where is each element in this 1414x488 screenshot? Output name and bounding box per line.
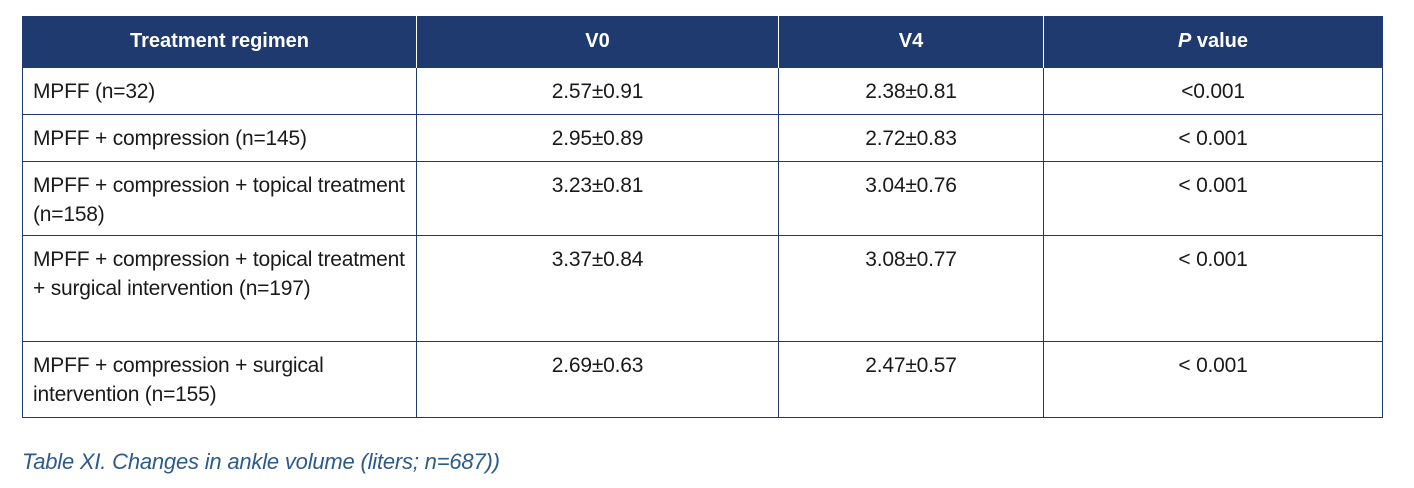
header-p-value: P value [1043, 16, 1383, 68]
v0-cell: 3.23±0.81 [416, 161, 779, 236]
table-row: MPFF + compression + surgical interventi… [22, 341, 1383, 418]
table-row: MPFF + compression (n=145) 2.95±0.89 2.7… [22, 114, 1383, 162]
v4-cell: 2.38±0.81 [778, 67, 1044, 115]
table-row: MPFF (n=32) 2.57±0.91 2.38±0.81 <0.001 [22, 67, 1383, 115]
table-row: MPFF + compression + topical treatment +… [22, 235, 1383, 342]
regimen-cell: MPFF + compression + topical treatment +… [22, 235, 417, 342]
v4-cell: 3.04±0.76 [778, 161, 1044, 236]
regimen-cell: MPFF + compression + surgical interventi… [22, 341, 417, 418]
header-p-letter: P [1177, 30, 1192, 52]
header-treatment-regimen: Treatment regimen [22, 16, 417, 68]
v0-cell: 3.37±0.84 [416, 235, 779, 342]
header-v0: V0 [416, 16, 779, 68]
regimen-cell: MPFF (n=32) [22, 67, 417, 115]
p-value-cell: < 0.001 [1043, 341, 1383, 418]
regimen-cell: MPFF + compression (n=145) [22, 114, 417, 162]
v4-cell: 2.72±0.83 [778, 114, 1044, 162]
regimen-cell: MPFF + compression + topical treatment (… [22, 161, 417, 236]
v0-cell: 2.95±0.89 [416, 114, 779, 162]
header-p-rest: value [1191, 30, 1249, 52]
p-value-cell: < 0.001 [1043, 161, 1383, 236]
v4-cell: 2.47±0.57 [778, 341, 1044, 418]
table-caption: Table XI. Changes in ankle volume (liter… [22, 449, 500, 474]
v0-cell: 2.57±0.91 [416, 67, 779, 115]
header-v4: V4 [778, 16, 1044, 68]
p-value-cell: < 0.001 [1043, 114, 1383, 162]
p-value-cell: <0.001 [1043, 67, 1383, 115]
v4-cell: 3.08±0.77 [778, 235, 1044, 342]
p-value-cell: < 0.001 [1043, 235, 1383, 342]
table-row: MPFF + compression + topical treatment (… [22, 161, 1383, 236]
table-header-row: Treatment regimen V0 V4 P value [22, 16, 1383, 68]
v0-cell: 2.69±0.63 [416, 341, 779, 418]
ankle-volume-table: Treatment regimen V0 V4 P value MPFF (n=… [22, 16, 1383, 418]
ankle-volume-table-container: Treatment regimen V0 V4 P value MPFF (n=… [22, 16, 1383, 418]
